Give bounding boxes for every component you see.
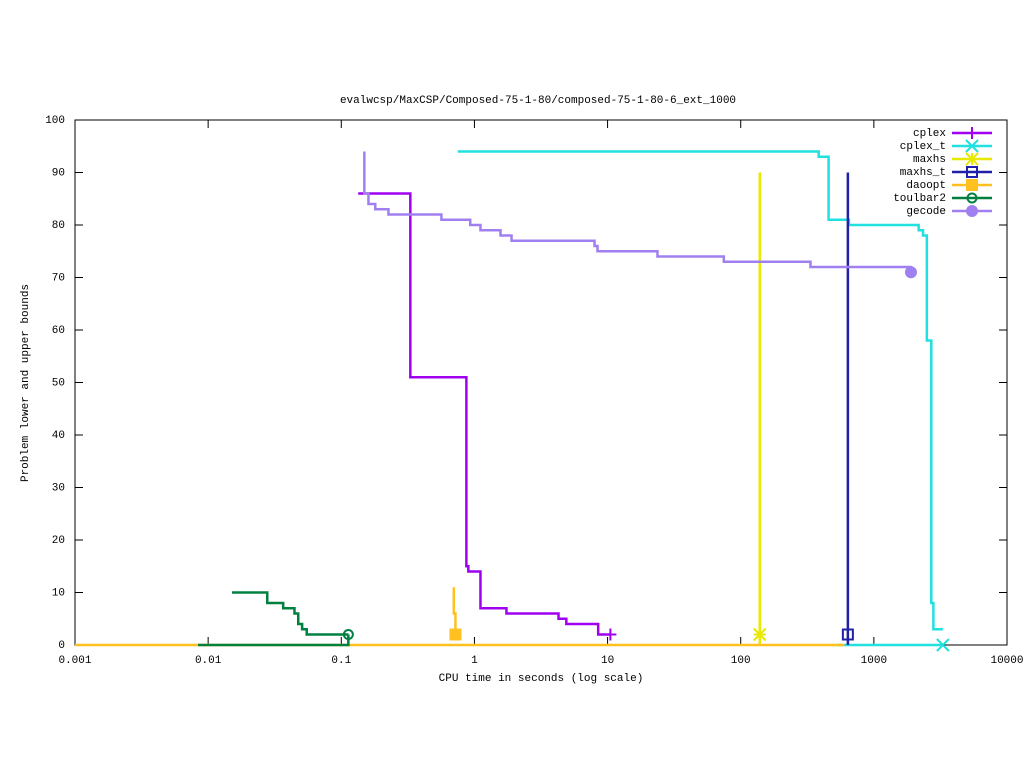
series-line <box>231 591 349 636</box>
legend-label: maxhs_t <box>900 167 946 179</box>
legend-label: cplex <box>913 128 946 140</box>
plot-border <box>74 119 1008 646</box>
x-tick-label: 100 <box>731 655 751 667</box>
x-tick-label: 1000 <box>861 655 887 667</box>
y-tick-label: 20 <box>52 535 65 547</box>
y-tick-label: 30 <box>52 482 65 494</box>
series-line <box>363 151 913 273</box>
legend-marker <box>965 152 979 166</box>
legend-label: maxhs <box>913 154 946 166</box>
series-line <box>198 634 350 647</box>
series-line <box>452 587 457 635</box>
series <box>753 172 767 645</box>
point-marker <box>449 628 462 641</box>
point-marker <box>904 266 917 279</box>
legend-label: gecode <box>906 206 946 218</box>
legend-marker <box>966 127 978 139</box>
x-axis-label: CPU time in seconds (log scale) <box>439 673 644 685</box>
point-marker <box>753 627 767 642</box>
chart-title: evalwcsp/MaxCSP/Composed-75-1-80/compose… <box>340 95 736 107</box>
x-tick-label: 10 <box>601 655 614 667</box>
point-marker <box>342 629 354 640</box>
series <box>358 192 617 641</box>
series-line <box>358 192 611 636</box>
y-tick-label: 90 <box>52 167 65 179</box>
legend-marker <box>966 205 978 217</box>
x-tick-label: 1 <box>471 655 478 667</box>
legend-marker <box>965 139 979 153</box>
point-marker <box>604 628 617 641</box>
y-tick-label: 50 <box>52 377 65 389</box>
point-marker <box>841 628 854 641</box>
legend-marker <box>966 179 978 191</box>
series <box>457 150 950 652</box>
legend-label: toulbar2 <box>893 193 946 205</box>
x-tick-label: 10000 <box>990 655 1023 667</box>
series <box>75 587 845 647</box>
y-axis-label: Problem lower and upper bounds <box>20 284 32 482</box>
y-tick-label: 40 <box>52 430 65 442</box>
y-tick-label: 0 <box>58 640 65 652</box>
x-tick-label: 0.1 <box>331 655 351 667</box>
x-tick-label: 0.001 <box>58 655 91 667</box>
series <box>198 591 354 647</box>
series <box>363 151 917 279</box>
series-line <box>457 150 943 631</box>
legend-marker <box>966 166 978 178</box>
y-tick-label: 10 <box>52 587 65 599</box>
legend-marker <box>966 192 978 204</box>
x-tick-label: 0.01 <box>195 655 222 667</box>
y-tick-label: 60 <box>52 325 65 337</box>
series <box>841 172 854 645</box>
y-tick-label: 100 <box>45 115 65 127</box>
legend-label: daoopt <box>906 180 946 192</box>
point-marker <box>936 638 950 652</box>
legend-label: cplex_t <box>900 141 946 153</box>
y-tick-label: 80 <box>52 220 65 232</box>
y-tick-label: 70 <box>52 272 65 284</box>
